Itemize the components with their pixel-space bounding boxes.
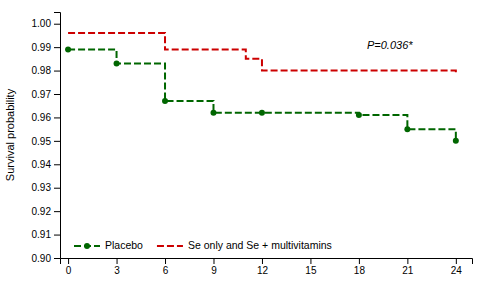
y-axis-tick-mark bbox=[54, 117, 60, 118]
x-axis-tick-label: 9 bbox=[211, 265, 217, 276]
censor-marker bbox=[259, 110, 265, 116]
y-axis-tick-label: 0.92 bbox=[32, 206, 52, 217]
x-axis-tick: 9 bbox=[211, 258, 217, 276]
legend-swatch bbox=[157, 245, 183, 247]
y-axis-tick-mark bbox=[54, 164, 60, 165]
x-axis-tick: 0 bbox=[66, 258, 72, 276]
y-axis-tick-label: 0.91 bbox=[32, 229, 52, 240]
series-line bbox=[68, 33, 456, 75]
x-axis-tick-mark bbox=[68, 258, 69, 264]
annotation: P=0.036* bbox=[367, 39, 413, 51]
legend: Placebo Se only and Se + multivitamins bbox=[74, 239, 332, 251]
y-axis-tick: 0.92 bbox=[32, 206, 60, 217]
y-axis-tick-label: 0.95 bbox=[32, 136, 52, 147]
censor-marker bbox=[453, 138, 459, 144]
x-axis-tick: 15 bbox=[305, 258, 317, 276]
marks bbox=[65, 33, 459, 144]
x-axis-tick-label: 21 bbox=[402, 265, 414, 276]
y-axis-tick-mark bbox=[54, 47, 60, 48]
x-axis-tick-mark bbox=[456, 258, 457, 264]
y-axis-tick: 0.95 bbox=[32, 136, 60, 147]
x-axis-tick-label: 12 bbox=[257, 265, 269, 276]
censor-marker bbox=[210, 110, 216, 116]
y-axis-tick-mark bbox=[54, 211, 60, 212]
x-axis-tick-mark bbox=[262, 258, 263, 264]
censor-marker bbox=[114, 61, 120, 67]
legend-label: Se only and Se + multivitamins bbox=[188, 239, 332, 251]
y-axis-line bbox=[54, 13, 61, 259]
legend-item: Placebo bbox=[74, 239, 143, 251]
y-axis-tick-label: 0.96 bbox=[32, 112, 52, 123]
y-axis-tick: 0.96 bbox=[32, 112, 60, 123]
x-axis-tick: 21 bbox=[402, 258, 414, 276]
x-axis-tick-mark bbox=[310, 258, 311, 264]
x-axis-tick-label: 15 bbox=[305, 265, 317, 276]
y-axis-tick: 1.00 bbox=[32, 18, 60, 29]
censor-marker bbox=[404, 126, 410, 132]
x-axis-tick: 6 bbox=[163, 258, 169, 276]
y-axis-tick-mark bbox=[54, 94, 60, 95]
y-axis-tick-mark bbox=[54, 141, 60, 142]
x-axis-tick-mark bbox=[359, 258, 360, 264]
x-axis-tick-mark bbox=[117, 258, 118, 264]
y-axis-tick: 0.97 bbox=[32, 89, 60, 100]
censor-marker bbox=[65, 46, 71, 52]
y-axis-tick-label: 1.00 bbox=[32, 18, 52, 29]
y-axis-tick-mark bbox=[54, 24, 60, 25]
y-axis-tick-label: 0.97 bbox=[32, 89, 52, 100]
x-axis-tick: 18 bbox=[354, 258, 366, 276]
censor-marker bbox=[356, 112, 362, 118]
chart: 036912151821240.900.910.920.930.940.950.… bbox=[0, 0, 488, 284]
plot: 036912151821240.900.910.920.930.940.950.… bbox=[32, 13, 473, 277]
y-axis-tick-label: 0.99 bbox=[32, 42, 52, 53]
x-axis-tick-label: 18 bbox=[354, 265, 366, 276]
y-axis-tick-mark bbox=[54, 71, 60, 72]
y-axis-tick-mark bbox=[54, 188, 60, 189]
y-axis-tick-mark bbox=[54, 258, 60, 259]
x-axis-tick-mark bbox=[213, 258, 214, 264]
x-axis-tick-mark bbox=[407, 258, 408, 264]
x-axis-tick-mark bbox=[165, 258, 166, 264]
x-axis-tick: 24 bbox=[451, 258, 463, 276]
x-axis-tick-label: 6 bbox=[163, 265, 169, 276]
x-axis-tick: 12 bbox=[257, 258, 269, 276]
y-axis-tick: 0.90 bbox=[32, 253, 60, 264]
legend-marker bbox=[84, 243, 90, 249]
y-axis-tick: 0.91 bbox=[32, 229, 60, 240]
censor-marker bbox=[162, 98, 168, 104]
x-axis-tick-label: 3 bbox=[114, 265, 120, 276]
x-axis-tick-label: 0 bbox=[66, 265, 72, 276]
x-axis-line bbox=[61, 259, 473, 265]
y-axis-tick: 0.99 bbox=[32, 42, 60, 53]
y-axis-tick-label: 0.98 bbox=[32, 65, 52, 76]
series-line bbox=[68, 49, 456, 140]
y-axis-tick-label: 0.94 bbox=[32, 159, 52, 170]
legend-label: Placebo bbox=[105, 239, 143, 251]
y-axis-title: Survival probability bbox=[4, 88, 16, 181]
y-axis-tick-label: 0.90 bbox=[32, 253, 52, 264]
legend-item: Se only and Se + multivitamins bbox=[157, 239, 332, 251]
y-axis-tick: 0.93 bbox=[32, 182, 60, 193]
x-axis: 0 3 6 9 12 15 18 21 24 bbox=[61, 258, 473, 276]
y-axis-tick-mark bbox=[54, 235, 60, 236]
y-axis: 0.90 0.91 0.92 0.93 0.94 0.95 0.96 0.97 0.98 0.99… bbox=[32, 13, 61, 264]
y-axis-tick: 0.98 bbox=[32, 65, 60, 76]
y-axis-tick-label: 0.93 bbox=[32, 182, 52, 193]
y-axis-tick: 0.94 bbox=[32, 159, 60, 170]
x-axis-tick-label: 24 bbox=[451, 265, 463, 276]
x-axis-tick: 3 bbox=[114, 258, 120, 276]
